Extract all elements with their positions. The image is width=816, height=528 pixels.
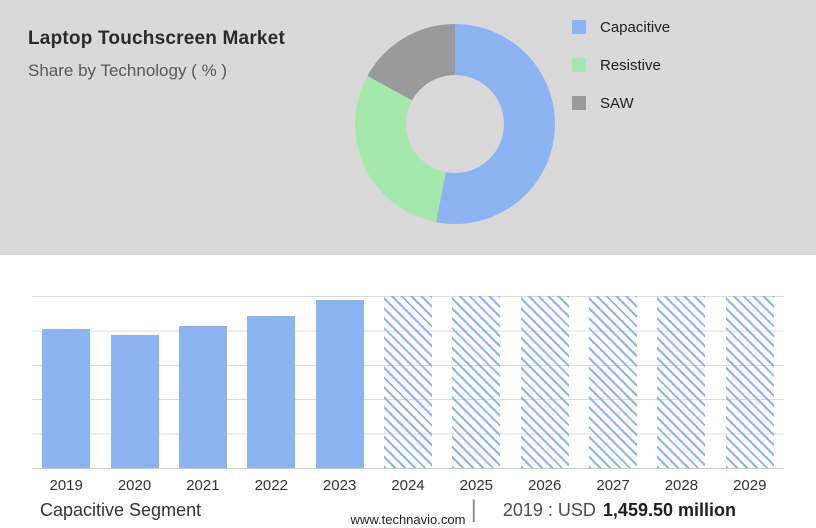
bar-column: [32, 296, 100, 468]
top-panel: Laptop Touchscreen Market Share by Techn…: [0, 0, 816, 255]
x-axis-label: 2024: [391, 477, 425, 494]
x-axis-label: 2019: [49, 477, 83, 494]
x-axis-labels: 2019 2020 2021 2022 2023 2024 2025 2026 2027 2028…: [32, 477, 784, 494]
legend-label: Resistive: [600, 56, 661, 74]
value-prefix: 2019 : USD: [502, 499, 596, 520]
forecast-bar: [589, 296, 638, 468]
legend-item-saw: SAW: [572, 94, 670, 112]
page-title: Laptop Touchscreen Market: [28, 28, 285, 49]
value-bar: [315, 299, 364, 468]
bar-plot: [32, 296, 784, 469]
bar-column: [647, 296, 715, 468]
legend-label: SAW: [600, 94, 634, 112]
forecast-bar: [725, 296, 774, 468]
legend-item-resistive: Resistive: [572, 56, 670, 74]
bar-column: [511, 296, 579, 468]
bar-column: [716, 296, 784, 468]
legend-item-capacitive: Capacitive: [572, 18, 670, 36]
x-axis-label: 2023: [322, 477, 357, 494]
legend: Capacitive Resistive SAW: [572, 18, 670, 132]
forecast-bar: [452, 296, 501, 468]
bar-column: [169, 296, 237, 468]
capacitive-swatch-icon: [572, 20, 586, 34]
value-group: | 2019 : USD 1,459.50 million: [471, 496, 736, 524]
x-axis-label: 2028: [664, 477, 699, 494]
x-axis-label: 2029: [733, 477, 767, 494]
bar-column: [100, 296, 168, 468]
bottom-annotation: Capacitive Segment | 2019 : USD 1,459.50…: [40, 496, 736, 524]
x-axis-label: 2021: [186, 477, 220, 494]
page-subtitle: Share by Technology ( % ): [28, 61, 228, 80]
value-bar: [42, 328, 91, 468]
x-axis-label: 2020: [117, 477, 152, 494]
donut-chart-wrap: [355, 24, 555, 224]
x-axis-label: 2022: [254, 477, 288, 494]
footer-url: www.technavio.com: [350, 512, 466, 527]
bar-column: [442, 296, 510, 468]
forecast-bar: [657, 296, 706, 468]
x-axis-label: 2027: [596, 477, 630, 494]
value-bar: [178, 325, 227, 468]
segment-label: Capacitive Segment: [40, 499, 202, 520]
value-bar: [110, 335, 159, 468]
value-bar: [247, 316, 296, 468]
bar-column: [237, 296, 305, 468]
saw-swatch-icon: [572, 96, 586, 110]
forecast-bar: [383, 296, 432, 468]
bar-chart-section: 2019 2020 2021 2022 2023 2024 2025 2026 2027 2028…: [0, 255, 816, 494]
bar-column: [374, 296, 442, 468]
x-axis-label: 2026: [528, 477, 562, 494]
bar-columns: [32, 296, 784, 468]
donut-hole: [406, 75, 504, 173]
resistive-swatch-icon: [572, 58, 586, 72]
bar-column: [579, 296, 647, 468]
forecast-bar: [520, 296, 569, 468]
x-axis-label: 2025: [459, 477, 494, 494]
value-amount: 1,459.50 million: [602, 499, 736, 520]
separator: |: [470, 496, 477, 523]
bar-column: [305, 296, 373, 468]
legend-label: Capacitive: [600, 18, 671, 36]
header: Laptop Touchscreen Market Share by Techn…: [28, 28, 285, 81]
